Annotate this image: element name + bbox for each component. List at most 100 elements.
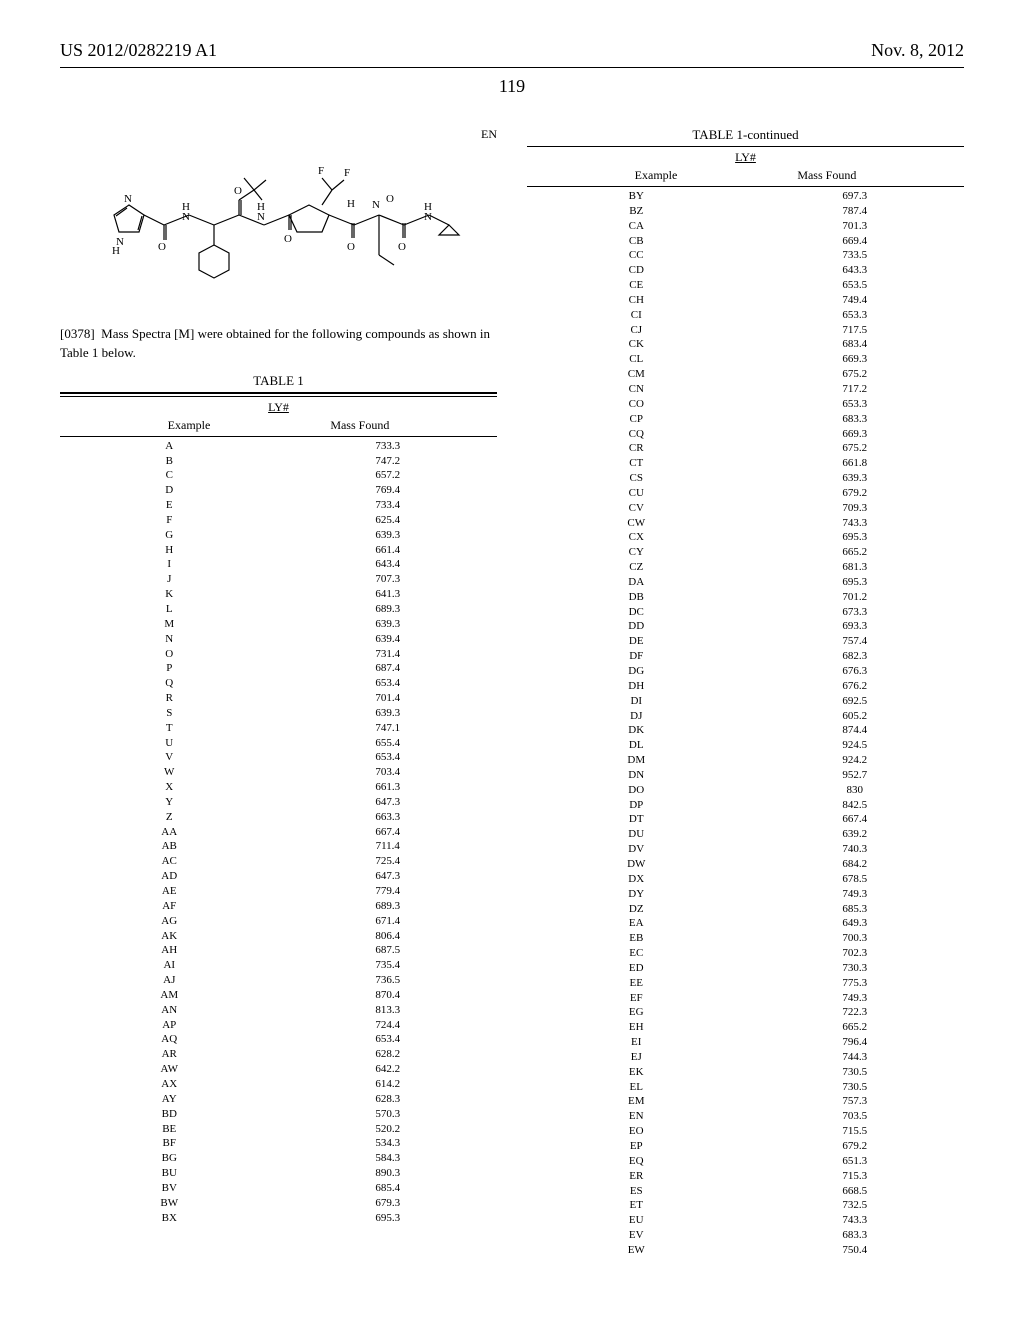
cell-mass-found: 614.2 xyxy=(279,1077,498,1092)
cell-example: DT xyxy=(527,812,746,827)
svg-text:N: N xyxy=(124,193,132,205)
cell-example: H xyxy=(60,543,279,558)
cell-mass-found: 584.3 xyxy=(279,1151,498,1166)
cell-mass-found: 711.4 xyxy=(279,839,498,854)
structure-label: EN xyxy=(60,127,497,142)
cell-mass-found: 689.3 xyxy=(279,602,498,617)
table-row: DZ685.3 xyxy=(527,902,964,917)
table-row: AD647.3 xyxy=(60,869,497,884)
cell-mass-found: 757.3 xyxy=(746,1094,965,1109)
cell-example: EG xyxy=(527,1005,746,1020)
chemical-structure: N N H H N O O H N O F F H O N xyxy=(60,150,497,305)
cell-mass-found: 685.4 xyxy=(279,1181,498,1196)
left-column: EN xyxy=(60,127,497,1258)
cell-example: EK xyxy=(527,1065,746,1080)
cell-example: DL xyxy=(527,738,746,753)
cell-mass-found: 701.2 xyxy=(746,590,965,605)
cell-mass-found: 628.3 xyxy=(279,1092,498,1107)
cell-example: BX xyxy=(60,1211,279,1226)
cell-example: CO xyxy=(527,397,746,412)
table-1-title: TABLE 1 xyxy=(60,373,497,389)
cell-mass-found: 787.4 xyxy=(746,204,965,219)
cell-mass-found: 625.4 xyxy=(279,513,498,528)
table-row: AW642.2 xyxy=(60,1062,497,1077)
cell-mass-found: 707.3 xyxy=(279,572,498,587)
cell-mass-found: 668.5 xyxy=(746,1184,965,1199)
table-row: BG584.3 xyxy=(60,1151,497,1166)
svg-text:H: H xyxy=(347,198,355,210)
cell-mass-found: 695.3 xyxy=(746,530,965,545)
cell-example: DD xyxy=(527,619,746,634)
table-row: DW684.2 xyxy=(527,857,964,872)
table-row: AX614.2 xyxy=(60,1077,497,1092)
table-row: DP842.5 xyxy=(527,798,964,813)
table-row: DU639.2 xyxy=(527,827,964,842)
cell-example: CJ xyxy=(527,323,746,338)
cell-mass-found: 749.4 xyxy=(746,293,965,308)
table-row: BV685.4 xyxy=(60,1181,497,1196)
cell-example: AI xyxy=(60,958,279,973)
cell-example: CH xyxy=(527,293,746,308)
table-row: EI796.4 xyxy=(527,1035,964,1050)
table-row: H661.4 xyxy=(60,543,497,558)
cell-mass-found: 924.2 xyxy=(746,753,965,768)
cell-mass-found: 679.3 xyxy=(279,1196,498,1211)
table-row: CP683.3 xyxy=(527,412,964,427)
cell-example: N xyxy=(60,632,279,647)
table-row: ET732.5 xyxy=(527,1198,964,1213)
table-row: K641.3 xyxy=(60,587,497,602)
cell-mass-found: 870.4 xyxy=(279,988,498,1003)
cell-mass-found: 750.4 xyxy=(746,1243,965,1258)
table-row: EP679.2 xyxy=(527,1139,964,1154)
table-row: CM675.2 xyxy=(527,367,964,382)
cell-mass-found: 687.4 xyxy=(279,661,498,676)
table-row: BU890.3 xyxy=(60,1166,497,1181)
svg-text:H: H xyxy=(112,245,120,257)
cell-example: DM xyxy=(527,753,746,768)
table-1-subtitle: LY# xyxy=(60,400,497,415)
cell-mass-found: 730.3 xyxy=(746,961,965,976)
cell-example: J xyxy=(60,572,279,587)
header-rule xyxy=(60,67,964,68)
cell-mass-found: 655.4 xyxy=(279,736,498,751)
cell-mass-found: 661.3 xyxy=(279,780,498,795)
cell-example: EO xyxy=(527,1124,746,1139)
cell-example: DZ xyxy=(527,902,746,917)
paragraph-0378: [0378] Mass Spectra [M] were obtained fo… xyxy=(60,325,497,363)
cell-mass-found: 665.2 xyxy=(746,1020,965,1035)
table-1c-header: Example Mass Found xyxy=(527,168,964,183)
table-row: DH676.2 xyxy=(527,679,964,694)
cell-example: AY xyxy=(60,1092,279,1107)
page-header: US 2012/0282219 A1 Nov. 8, 2012 xyxy=(60,40,964,61)
table-row: CZ681.3 xyxy=(527,560,964,575)
cell-mass-found: 653.4 xyxy=(279,676,498,691)
svg-text:O: O xyxy=(398,241,406,253)
table-row: EU743.3 xyxy=(527,1213,964,1228)
cell-mass-found: 730.5 xyxy=(746,1065,965,1080)
table-row: DT667.4 xyxy=(527,812,964,827)
cell-example: AF xyxy=(60,899,279,914)
table-row: BD570.3 xyxy=(60,1107,497,1122)
table-row: CW743.3 xyxy=(527,516,964,531)
cell-mass-found: 743.3 xyxy=(746,516,965,531)
table-row: DG676.3 xyxy=(527,664,964,679)
cell-example: BF xyxy=(60,1136,279,1151)
table-row: EG722.3 xyxy=(527,1005,964,1020)
table-row: CC733.5 xyxy=(527,248,964,263)
table-row: DB701.2 xyxy=(527,590,964,605)
cell-example: DG xyxy=(527,664,746,679)
table-row: CE653.5 xyxy=(527,278,964,293)
cell-mass-found: 683.4 xyxy=(746,337,965,352)
cell-example: A xyxy=(60,439,279,454)
cell-example: CP xyxy=(527,412,746,427)
cell-example: BG xyxy=(60,1151,279,1166)
cell-mass-found: 639.2 xyxy=(746,827,965,842)
table-row: DL924.5 xyxy=(527,738,964,753)
table-row: AC725.4 xyxy=(60,854,497,869)
table-row: EL730.5 xyxy=(527,1080,964,1095)
table-row: X661.3 xyxy=(60,780,497,795)
table-row: DD693.3 xyxy=(527,619,964,634)
cell-mass-found: 701.4 xyxy=(279,691,498,706)
cell-example: EP xyxy=(527,1139,746,1154)
cell-example: EW xyxy=(527,1243,746,1258)
